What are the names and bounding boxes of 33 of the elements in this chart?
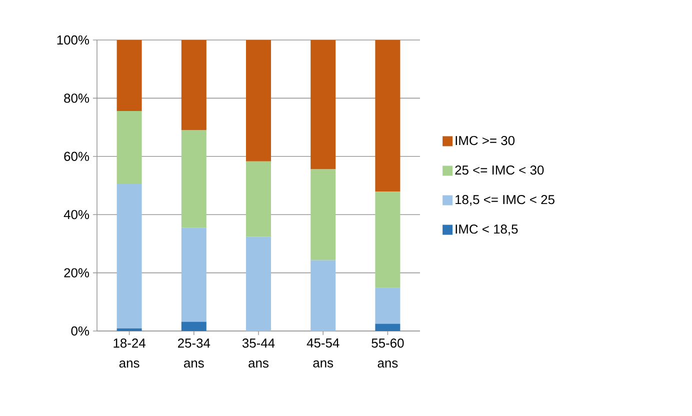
- x-tick-label: 25-34 ans: [178, 338, 210, 368]
- y-tick-label: 40%: [64, 210, 90, 220]
- x-tick-label: 35-44 ans: [242, 338, 275, 368]
- y-tick-label: 20%: [64, 268, 90, 278]
- bar: [116, 111, 142, 184]
- legend-label: IMC < 18,5: [456, 224, 518, 236]
- legend-label: 18,5 <= IMC < 25: [456, 194, 554, 206]
- x-tick-label: 45-54 ans: [306, 338, 340, 368]
- y-tick-label: 60%: [64, 152, 90, 161]
- bar: [116, 40, 142, 112]
- bar: [116, 184, 142, 328]
- legend-label: IMC >= 30: [456, 136, 515, 146]
- bar: [375, 324, 400, 331]
- bar: [181, 40, 206, 130]
- bar: [375, 288, 400, 324]
- bar: [181, 228, 206, 322]
- bar: [310, 40, 336, 170]
- x-tick-label: 18-24 ans: [114, 338, 146, 368]
- bar: [375, 40, 400, 192]
- bar: [116, 328, 142, 331]
- bar: [310, 169, 336, 260]
- bar: [310, 260, 336, 331]
- bar: [246, 236, 271, 331]
- bar: [181, 322, 206, 331]
- bar: [181, 130, 206, 228]
- bar: [375, 192, 400, 288]
- y-tick-label: 0%: [71, 326, 90, 336]
- legend-label: 25 <= IMC < 30: [455, 165, 544, 175]
- bar: [246, 161, 271, 237]
- y-tick-label: 80%: [64, 94, 90, 103]
- bar: [246, 40, 271, 162]
- y-tick-label: 100%: [57, 35, 90, 45]
- x-tick-label: 55-60 ans: [372, 338, 404, 368]
